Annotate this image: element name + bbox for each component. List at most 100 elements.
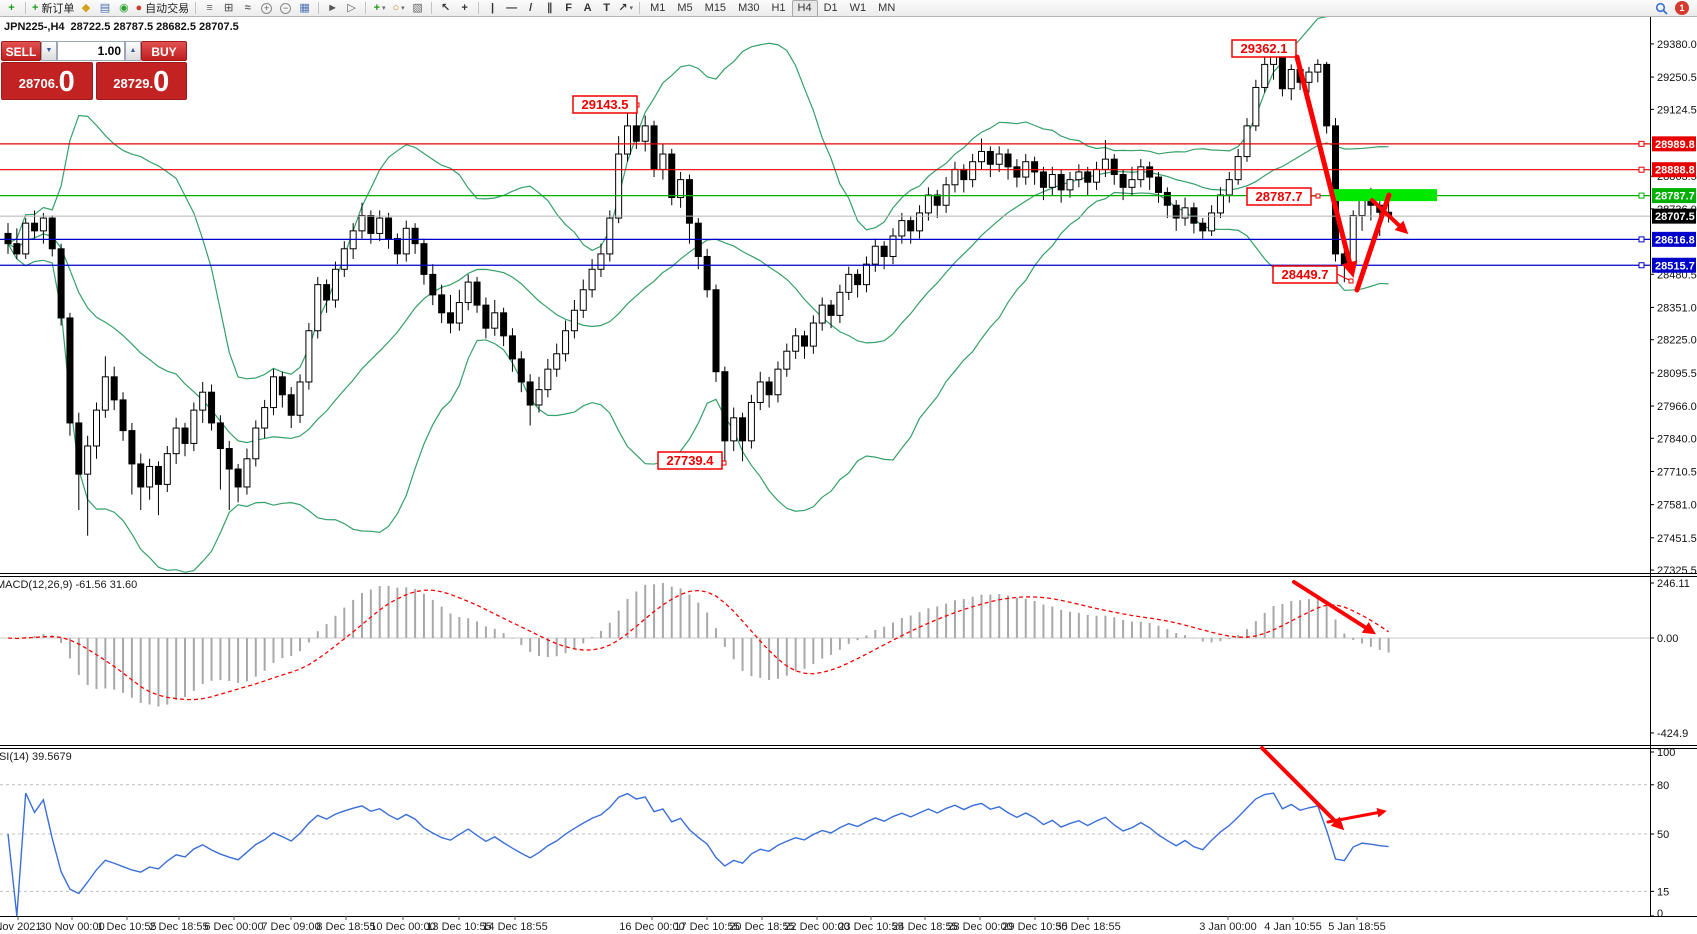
market-watch-icon[interactable]: ◆ xyxy=(76,1,95,16)
autotrading-icon: ● xyxy=(135,1,143,14)
buy-price: 28729. xyxy=(113,76,154,91)
red-arrow[interactable] xyxy=(1294,54,1355,275)
period-icon[interactable]: ○ ▾ xyxy=(389,1,408,16)
timeframe-button-d1[interactable]: D1 xyxy=(823,1,838,14)
buy-button[interactable]: BUY xyxy=(141,41,187,61)
zoom-in-icon[interactable]: + xyxy=(257,1,276,16)
text-icon[interactable]: A xyxy=(578,1,597,16)
svg-text:28225.0: 28225.0 xyxy=(1657,335,1697,347)
timeframe-button-w1[interactable]: W1 xyxy=(849,1,867,14)
timeframe-button-m1[interactable]: M1 xyxy=(650,1,666,14)
buy-price-panel[interactable]: 28729. 0 xyxy=(95,62,187,100)
zoom-out-icon: − xyxy=(280,2,292,14)
axis-price-label: 28616.8 xyxy=(1652,231,1696,247)
label-icon[interactable]: T xyxy=(597,1,616,16)
axis-price-label: 28888.8 xyxy=(1652,162,1696,178)
template-icon[interactable]: ▧ xyxy=(408,1,427,16)
timeframe-button-h1[interactable]: H1 xyxy=(771,1,786,14)
signals-icon: ◉ xyxy=(119,1,129,14)
svg-text:22 Dec 00:00: 22 Dec 00:00 xyxy=(784,921,849,933)
volume-increase-button[interactable]: ▲ xyxy=(125,41,141,61)
svg-text:100: 100 xyxy=(1657,747,1675,759)
autotrading-icon[interactable]: ● 自动交易 xyxy=(133,1,191,16)
svg-text:24 Dec 18:55: 24 Dec 18:55 xyxy=(892,921,957,933)
price-annotations[interactable]: 29362.1 29143.5 27739.4 28787.7 28449.7 xyxy=(572,39,1354,470)
fibo-icon[interactable]: F xyxy=(559,1,578,16)
red-arrow[interactable] xyxy=(1326,810,1383,824)
crosshair-icon[interactable]: + xyxy=(455,1,474,16)
arrows-icon[interactable]: ↗ ▾ xyxy=(616,1,635,16)
vline-icon[interactable]: | xyxy=(483,1,502,16)
chart-shift-icon[interactable]: ▷ xyxy=(342,1,361,16)
red-arrow[interactable] xyxy=(1370,198,1406,232)
hline-icon[interactable]: — xyxy=(502,1,521,16)
svg-text:29143.5: 29143.5 xyxy=(582,97,629,112)
period-icon: ○ xyxy=(392,1,400,14)
market-watch-icon: ◆ xyxy=(81,1,91,14)
red-arrow[interactable] xyxy=(1260,746,1342,828)
cursor-icon: ↖ xyxy=(440,1,451,14)
annotation-28787.7[interactable]: 28787.7 xyxy=(1246,187,1321,206)
cursor-icon[interactable]: ↖ xyxy=(436,1,455,16)
auto-scroll-icon[interactable]: ► xyxy=(323,1,342,16)
svg-text:7 Dec 09:00: 7 Dec 09:00 xyxy=(261,921,320,933)
volume-input[interactable] xyxy=(57,41,125,61)
search-icon[interactable] xyxy=(1652,1,1671,16)
tile-windows-icon: ▦ xyxy=(299,1,310,14)
zoom-in-icon: + xyxy=(261,2,273,14)
symbol-period: JPN225-,H4 xyxy=(4,21,65,33)
fibo-icon: F xyxy=(565,1,572,14)
svg-text:28989.8: 28989.8 xyxy=(1655,139,1695,151)
sell-button[interactable]: SELL xyxy=(1,41,41,61)
data-window-icon: ▤ xyxy=(99,1,111,14)
new-order-icon[interactable]: + 新订单 xyxy=(30,1,76,16)
timeframe-button-h4[interactable]: H4 xyxy=(791,0,818,17)
notification-badge[interactable]: 1 xyxy=(1675,1,1689,15)
svg-text:30 Nov 00:00: 30 Nov 00:00 xyxy=(39,921,104,933)
svg-text:28707.5: 28707.5 xyxy=(1655,211,1695,223)
svg-text:27451.5: 27451.5 xyxy=(1657,533,1697,545)
horizontal-line-objects[interactable] xyxy=(0,140,1650,269)
new-order-icon: + xyxy=(32,1,39,14)
dropdown-caret-icon: ▾ xyxy=(401,5,405,12)
timeframe-button-m15[interactable]: M15 xyxy=(704,1,727,14)
template-icon: ▧ xyxy=(412,1,423,14)
zoom-out-icon[interactable]: − xyxy=(276,1,295,16)
indicator-list-icon[interactable]: ≡ xyxy=(200,1,219,16)
annotation-29362.1[interactable]: 29362.1 xyxy=(1231,39,1297,58)
timeframe-button-m30[interactable]: M30 xyxy=(738,1,760,14)
zigzag-icon[interactable]: ≈ xyxy=(238,1,257,16)
trendline-icon[interactable]: / xyxy=(521,1,540,16)
tile-windows-icon[interactable]: ▦ xyxy=(295,1,314,16)
new-chart-icon[interactable]: + xyxy=(2,1,21,16)
timeframe-button-m5[interactable]: M5 xyxy=(677,1,693,14)
svg-text:0.00: 0.00 xyxy=(1657,633,1678,645)
autotrading-icon-label: 自动交易 xyxy=(145,3,190,15)
red-arrow[interactable] xyxy=(1292,580,1373,633)
data-window-icon[interactable]: ▤ xyxy=(95,1,114,16)
one-click-trade-panel: SELL ▼ ▲ BUY 28706.0 28729.0 xyxy=(1,41,187,100)
sell-price: 28706. xyxy=(18,76,59,91)
timeframe-button-mn[interactable]: MN xyxy=(878,1,896,14)
svg-text:15: 15 xyxy=(1657,886,1669,898)
indicator-window-icon[interactable]: ⊞ xyxy=(219,1,238,16)
volume-decrease-button[interactable]: ▼ xyxy=(41,41,57,61)
annotation-29143.5[interactable]: 29143.5 xyxy=(572,95,640,114)
svg-text:28616.8: 28616.8 xyxy=(1655,234,1695,246)
add-indicator-icon[interactable]: + ▾ xyxy=(370,1,389,16)
indicator-window-icon: ⊞ xyxy=(223,1,234,14)
price-axis: 29380.029250.529124.528863.528736.028480… xyxy=(1650,39,1697,577)
trend-arrows[interactable] xyxy=(1260,54,1409,831)
toolbar-separator xyxy=(478,2,480,14)
annotation-28449.7[interactable]: 28449.7 xyxy=(1272,265,1354,284)
sell-price-panel[interactable]: 28706. 0 xyxy=(1,62,93,100)
signals-icon[interactable]: ◉ xyxy=(114,1,133,16)
svg-text:8 Dec 18:55: 8 Dec 18:55 xyxy=(316,921,375,933)
channel-icon[interactable]: ∥ xyxy=(540,1,559,16)
annotation-27739.4[interactable]: 27739.4 xyxy=(657,451,727,470)
green-supply-zone[interactable] xyxy=(1333,189,1437,202)
svg-text:23 Dec 10:55: 23 Dec 10:55 xyxy=(838,921,903,933)
toolbar-separator xyxy=(431,2,433,14)
svg-text:27739.4: 27739.4 xyxy=(667,453,715,468)
